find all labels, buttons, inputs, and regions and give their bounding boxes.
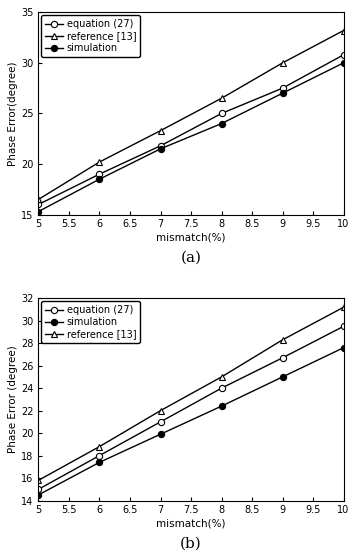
equation (27) [342, 51, 346, 58]
simulation [36, 492, 40, 498]
Line: simulation: simulation [35, 60, 347, 215]
simulation [97, 459, 102, 466]
reference [13] [342, 27, 346, 34]
simulation [36, 208, 40, 215]
Line: simulation: simulation [35, 345, 347, 498]
equation (27) [36, 486, 40, 493]
Line: reference [13]: reference [13] [35, 304, 347, 483]
simulation [219, 120, 224, 127]
reference [13] [219, 95, 224, 102]
simulation [158, 146, 163, 152]
X-axis label: mismatch(%): mismatch(%) [156, 518, 226, 528]
equation (27) [97, 452, 102, 459]
equation (27) [158, 418, 163, 425]
reference [13] [342, 304, 346, 311]
Text: (b): (b) [180, 537, 202, 551]
simulation [342, 344, 346, 351]
X-axis label: mismatch(%): mismatch(%) [156, 232, 226, 242]
simulation [280, 90, 285, 97]
Legend: equation (27), simulation, reference [13]: equation (27), simulation, reference [13… [42, 301, 140, 343]
reference [13] [158, 407, 163, 414]
simulation [342, 60, 346, 66]
equation (27) [342, 323, 346, 330]
reference [13] [219, 373, 224, 380]
equation (27) [280, 354, 285, 361]
reference [13] [36, 477, 40, 484]
reference [13] [97, 158, 102, 165]
equation (27) [219, 385, 224, 392]
Y-axis label: Phase Error (degree): Phase Error (degree) [8, 345, 18, 453]
reference [13] [280, 60, 285, 66]
simulation [158, 431, 163, 437]
equation (27) [280, 85, 285, 92]
Y-axis label: Phase Error(degree): Phase Error(degree) [8, 61, 18, 166]
simulation [280, 373, 285, 380]
Line: reference [13]: reference [13] [35, 27, 347, 203]
Legend: equation (27), reference [13], simulation: equation (27), reference [13], simulatio… [42, 15, 140, 57]
reference [13] [280, 336, 285, 343]
Line: equation (27): equation (27) [35, 52, 347, 208]
equation (27) [97, 171, 102, 177]
reference [13] [36, 196, 40, 203]
equation (27) [219, 110, 224, 117]
reference [13] [97, 443, 102, 450]
Text: (a): (a) [180, 251, 202, 265]
reference [13] [158, 127, 163, 134]
simulation [97, 176, 102, 182]
simulation [219, 403, 224, 410]
equation (27) [36, 201, 40, 208]
equation (27) [158, 142, 163, 149]
Line: equation (27): equation (27) [35, 323, 347, 492]
